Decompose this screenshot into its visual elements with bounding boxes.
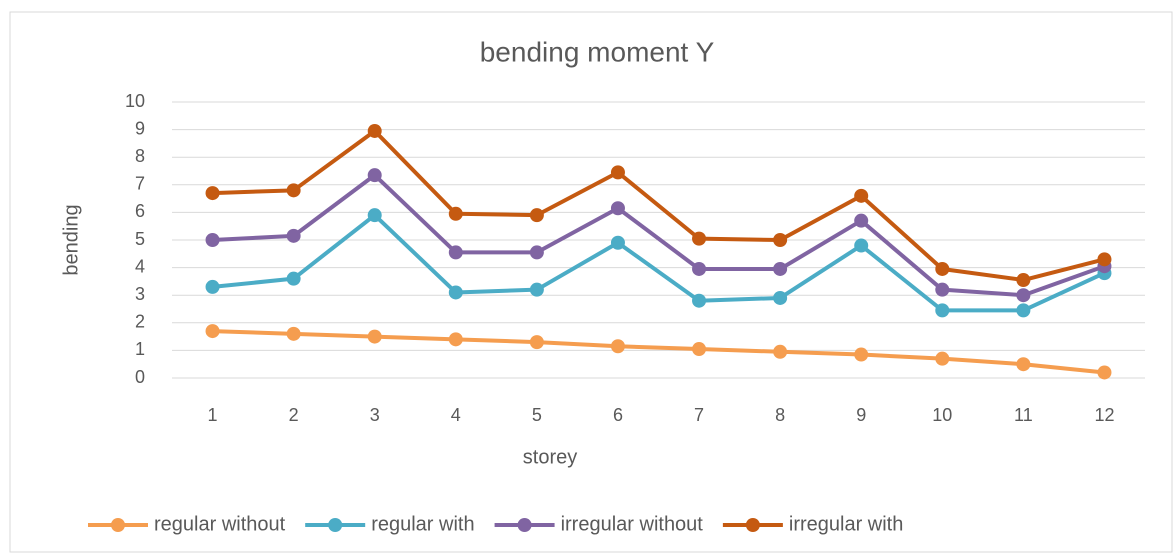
x-tick-label: 12 [1094, 405, 1114, 425]
point [205, 186, 220, 201]
point [854, 188, 869, 203]
y-tick-label: 6 [135, 201, 145, 221]
point [448, 245, 463, 260]
point [1016, 273, 1031, 288]
legend-marker [517, 518, 532, 532]
y-tick-label: 10 [125, 91, 145, 111]
point [854, 238, 869, 253]
point [610, 339, 625, 354]
y-tick-label: 1 [135, 339, 145, 359]
y-tick-label: 9 [135, 118, 145, 138]
point [935, 261, 950, 276]
point [367, 168, 382, 183]
point [1097, 252, 1112, 267]
point [367, 123, 382, 138]
x-tick-label: 8 [775, 405, 785, 425]
point [448, 206, 463, 221]
y-tick-label: 2 [135, 312, 145, 332]
point [1097, 365, 1112, 380]
x-tick-label: 7 [694, 405, 704, 425]
legend-label: regular with [371, 513, 474, 535]
point [205, 279, 220, 294]
series-line [212, 173, 1106, 298]
point [367, 208, 382, 223]
point [1016, 288, 1031, 303]
point [205, 233, 220, 247]
point [854, 213, 869, 228]
legend-label: irregular without [561, 513, 704, 535]
x-tick-label: 3 [370, 405, 380, 425]
point [529, 245, 544, 260]
y-tick-label: 5 [135, 229, 145, 249]
point [367, 329, 382, 344]
point [286, 271, 301, 286]
x-tick-label: 2 [289, 405, 299, 425]
y-tick-label: 3 [135, 284, 145, 304]
y-tick-label: 7 [135, 174, 145, 194]
point [529, 208, 544, 223]
x-tick-label: 5 [532, 405, 542, 425]
y-tick-label: 0 [135, 367, 145, 387]
x-tick-label: 9 [856, 405, 866, 425]
point [854, 347, 869, 362]
point [286, 183, 301, 198]
chart-border [9, 11, 1173, 553]
point [610, 165, 625, 180]
x-tick-label: 11 [1014, 405, 1033, 425]
point [286, 326, 301, 341]
chart-title: bending moment Y [480, 36, 715, 67]
point [610, 235, 625, 250]
point [286, 228, 301, 243]
y-axis-title: bending [60, 204, 82, 275]
point [773, 290, 788, 305]
series-line [212, 213, 1106, 313]
series-line [212, 329, 1105, 375]
point [692, 342, 707, 357]
x-tick-label: 1 [208, 405, 218, 425]
point [692, 293, 707, 308]
legend-label: regular without [154, 513, 286, 535]
point [773, 233, 788, 247]
x-tick-label: 10 [932, 405, 952, 425]
legend-marker [328, 518, 343, 532]
point [529, 282, 544, 297]
x-tick-label: 6 [613, 405, 623, 425]
legend-label: irregular with [789, 513, 903, 535]
point [448, 285, 463, 300]
x-tick-label: 4 [451, 405, 461, 425]
point [935, 303, 950, 318]
point [1016, 303, 1031, 318]
point [773, 261, 788, 276]
y-tick-label: 4 [135, 256, 145, 276]
x-axis-title: storey [523, 446, 577, 468]
point [448, 332, 463, 347]
series-line [212, 128, 1105, 283]
point [692, 231, 707, 246]
legend-marker [745, 518, 760, 532]
point [935, 282, 950, 297]
point [692, 261, 707, 276]
point [935, 351, 950, 366]
point [529, 335, 544, 350]
point [610, 201, 625, 216]
point [205, 324, 220, 339]
legend-marker [111, 518, 125, 532]
y-tick-label: 8 [135, 146, 145, 166]
point [1016, 357, 1031, 372]
point [773, 344, 788, 359]
